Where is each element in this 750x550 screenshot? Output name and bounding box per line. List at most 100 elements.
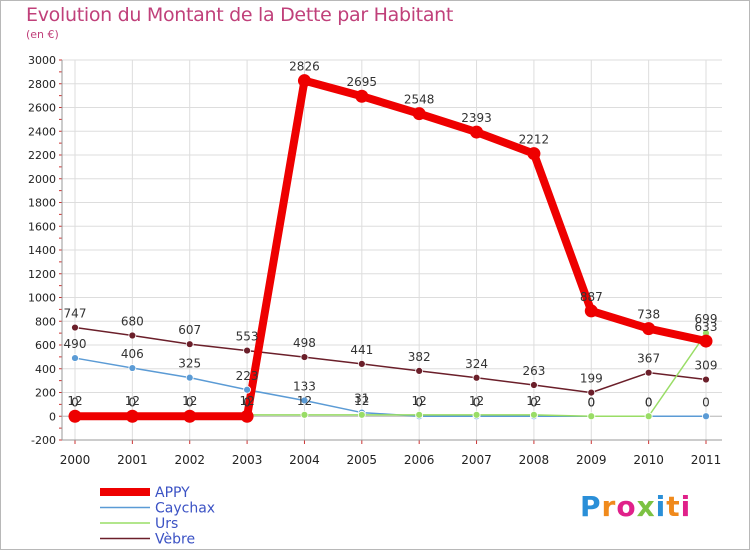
data-point bbox=[702, 412, 710, 421]
data-point bbox=[699, 334, 713, 348]
data-point bbox=[300, 410, 309, 419]
logo-letter: P bbox=[580, 490, 602, 523]
data-point bbox=[584, 304, 598, 318]
x-tick-label: 2010 bbox=[633, 453, 664, 467]
x-tick-label: 2003 bbox=[232, 453, 263, 467]
data-point bbox=[644, 412, 653, 421]
data-point bbox=[71, 354, 79, 362]
data-label: 12 bbox=[67, 394, 82, 408]
proxiti-logo: Proxiti bbox=[580, 490, 691, 523]
data-point bbox=[357, 410, 366, 419]
data-label: 553 bbox=[236, 330, 259, 344]
data-label: 498 bbox=[293, 336, 316, 350]
data-label: 2393 bbox=[461, 111, 492, 125]
data-label: 441 bbox=[350, 343, 373, 357]
data-label: 12 bbox=[526, 394, 541, 408]
y-tick-label: 1400 bbox=[28, 244, 56, 257]
y-tick-label: 2400 bbox=[28, 125, 56, 138]
x-tick-label: 2008 bbox=[519, 453, 550, 467]
y-tick-label: 600 bbox=[35, 339, 56, 352]
data-point bbox=[702, 375, 710, 384]
data-point bbox=[243, 385, 251, 394]
grid-lines bbox=[62, 59, 722, 441]
x-tick-label: 2006 bbox=[404, 453, 435, 467]
x-tick-label: 2011 bbox=[691, 453, 722, 467]
data-label: 12 bbox=[297, 394, 312, 408]
y-tick-label: 2800 bbox=[28, 78, 56, 91]
data-label: 0 bbox=[129, 395, 137, 409]
data-label: 406 bbox=[121, 347, 144, 361]
data-label: 0 bbox=[71, 395, 79, 409]
y-tick-label: -200 bbox=[31, 434, 56, 447]
data-point bbox=[357, 359, 366, 368]
logo-letter: i bbox=[655, 490, 667, 523]
logo-letter: i bbox=[680, 490, 692, 523]
data-label: 2212 bbox=[519, 133, 550, 147]
data-label: 0 bbox=[186, 395, 194, 409]
series-lines bbox=[71, 76, 710, 421]
data-point bbox=[300, 353, 309, 362]
data-label: 325 bbox=[178, 357, 201, 371]
data-label: 12 bbox=[354, 394, 369, 408]
y-axis-ticks: -200 0 200 400 600 800 1000 1200 1400 1600 1800 200… bbox=[28, 54, 56, 447]
data-point bbox=[412, 107, 426, 121]
data-label: 0 bbox=[587, 395, 595, 409]
data-label: 633 bbox=[695, 320, 718, 334]
y-tick-label: 0 bbox=[49, 410, 56, 423]
data-point bbox=[530, 381, 538, 389]
data-label: 699 bbox=[695, 312, 718, 326]
data-point bbox=[470, 125, 484, 139]
data-label: 2695 bbox=[347, 75, 378, 89]
legend-label: Caychax bbox=[155, 501, 215, 517]
data-label: 0 bbox=[473, 395, 481, 409]
chart-unit-label: (en €) bbox=[26, 28, 59, 41]
data-label: 133 bbox=[293, 379, 316, 393]
y-tick-label: 2600 bbox=[28, 102, 56, 115]
data-label: 199 bbox=[580, 372, 603, 386]
data-label: 12 bbox=[182, 394, 197, 408]
proxiti-logo-text: Proxiti bbox=[580, 490, 691, 523]
data-point bbox=[128, 364, 137, 372]
data-point bbox=[587, 412, 596, 421]
data-label: 0 bbox=[530, 395, 538, 409]
data-label: 0 bbox=[243, 395, 251, 409]
chart-title: Evolution du Montant de la Dette par Hab… bbox=[26, 4, 454, 26]
x-tick-label: 2007 bbox=[461, 453, 492, 467]
data-point bbox=[240, 409, 254, 423]
data-point bbox=[125, 409, 139, 423]
data-point bbox=[587, 388, 596, 397]
data-point bbox=[185, 340, 194, 349]
data-point bbox=[527, 147, 541, 161]
data-point bbox=[415, 410, 424, 419]
data-point bbox=[68, 409, 82, 423]
legend-label: Urs bbox=[155, 516, 178, 532]
data-label: 2548 bbox=[404, 93, 435, 107]
series-line-appy bbox=[71, 76, 710, 421]
series-points bbox=[68, 74, 713, 423]
data-label: 738 bbox=[637, 308, 660, 322]
data-label: 12 bbox=[469, 394, 484, 408]
data-point bbox=[183, 409, 197, 423]
x-tick-label: 2001 bbox=[117, 453, 148, 467]
logo-letter: t bbox=[666, 490, 681, 523]
data-label: 12 bbox=[239, 394, 254, 408]
y-tick-label: 1600 bbox=[28, 220, 56, 233]
x-axis-ticks: 2000 2001 2002 2003 2004 2005 2006 2007 2008 2009… bbox=[60, 453, 722, 467]
data-point bbox=[530, 410, 538, 419]
y-tick-label: 3000 bbox=[28, 54, 56, 67]
legend-label: Vèbre bbox=[155, 532, 195, 548]
y-tick-label: 1000 bbox=[28, 292, 56, 305]
data-label: 31 bbox=[354, 392, 369, 406]
data-point bbox=[472, 373, 481, 382]
data-label: 12 bbox=[412, 394, 427, 408]
data-point bbox=[300, 396, 309, 405]
data-label: 324 bbox=[465, 357, 488, 371]
data-label: 367 bbox=[637, 352, 660, 366]
data-label: 223 bbox=[236, 369, 259, 383]
y-tick-label: 2200 bbox=[28, 149, 56, 162]
data-label: 382 bbox=[408, 350, 431, 364]
data-label: 607 bbox=[178, 323, 201, 337]
data-label: 747 bbox=[64, 307, 87, 321]
data-label: 12 bbox=[125, 394, 140, 408]
